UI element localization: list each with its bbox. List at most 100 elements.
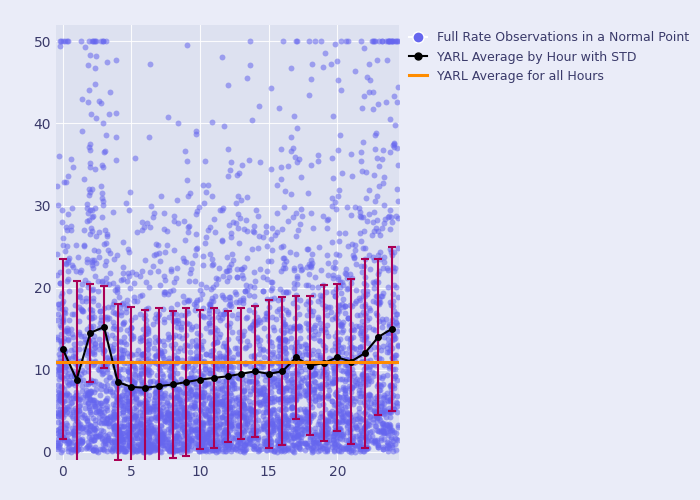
- Point: [373, 38, 384, 46]
- Point: [291, 38, 302, 46]
- Point: [175, 386, 186, 394]
- Point: [199, 396, 210, 404]
- Point: [159, 394, 170, 402]
- Point: [111, 438, 122, 446]
- Point: [205, 401, 216, 409]
- Point: [140, 305, 151, 313]
- Point: [295, 414, 306, 422]
- Point: [108, 279, 119, 287]
- Point: [94, 254, 105, 262]
- Point: [257, 412, 268, 420]
- Point: [303, 91, 314, 99]
- Point: [134, 420, 146, 428]
- Point: [83, 391, 94, 399]
- Point: [288, 356, 299, 364]
- Point: [356, 268, 368, 276]
- Point: [188, 366, 199, 374]
- Point: [135, 442, 146, 450]
- Point: [209, 406, 220, 413]
- Point: [377, 426, 388, 434]
- Point: [340, 376, 351, 384]
- Point: [108, 318, 119, 326]
- Point: [177, 388, 188, 396]
- Point: [197, 337, 209, 345]
- Point: [228, 380, 239, 388]
- Point: [157, 432, 168, 440]
- Point: [225, 395, 236, 403]
- Point: [74, 360, 85, 368]
- Point: [354, 442, 365, 450]
- Point: [123, 438, 134, 446]
- Point: [330, 292, 341, 300]
- Point: [276, 420, 288, 428]
- Point: [336, 436, 347, 444]
- Point: [332, 337, 344, 345]
- Point: [372, 227, 384, 235]
- Point: [244, 341, 255, 349]
- Point: [336, 169, 347, 177]
- Point: [209, 418, 220, 426]
- Point: [333, 229, 344, 237]
- Point: [346, 364, 358, 372]
- Point: [63, 392, 74, 400]
- Point: [51, 332, 62, 340]
- Point: [340, 403, 351, 411]
- Point: [334, 432, 345, 440]
- Point: [230, 384, 241, 392]
- Point: [179, 147, 190, 155]
- Point: [190, 428, 202, 436]
- Point: [141, 330, 152, 338]
- Point: [220, 416, 232, 424]
- Point: [351, 375, 362, 383]
- Point: [72, 372, 83, 380]
- Point: [213, 384, 224, 392]
- Point: [220, 378, 232, 386]
- Point: [71, 394, 82, 402]
- Point: [227, 328, 238, 336]
- Point: [212, 274, 223, 282]
- Point: [257, 424, 268, 432]
- Point: [378, 399, 389, 407]
- Point: [118, 319, 129, 327]
- Point: [164, 354, 175, 362]
- Point: [277, 242, 288, 250]
- Point: [134, 385, 146, 393]
- Point: [55, 344, 66, 352]
- Point: [139, 312, 150, 320]
- Point: [190, 130, 202, 138]
- Point: [222, 352, 233, 360]
- Point: [252, 366, 263, 374]
- Point: [214, 420, 225, 428]
- Point: [204, 439, 215, 447]
- Point: [100, 397, 111, 405]
- Point: [322, 332, 333, 340]
- Point: [373, 372, 384, 380]
- Point: [282, 310, 293, 318]
- Point: [295, 414, 307, 422]
- Point: [288, 212, 299, 220]
- Point: [382, 283, 393, 291]
- Point: [162, 418, 173, 426]
- Point: [164, 412, 175, 420]
- Point: [197, 252, 209, 260]
- Point: [261, 408, 272, 416]
- Point: [130, 402, 141, 410]
- Point: [74, 356, 85, 364]
- Point: [235, 196, 246, 204]
- Point: [309, 428, 321, 436]
- Point: [138, 354, 149, 362]
- Point: [350, 398, 361, 406]
- Point: [71, 416, 82, 424]
- Point: [85, 408, 96, 416]
- Point: [104, 445, 116, 453]
- Point: [206, 434, 217, 442]
- Point: [73, 328, 84, 336]
- Point: [154, 436, 165, 444]
- Point: [292, 440, 303, 448]
- Point: [69, 380, 80, 388]
- Point: [251, 358, 262, 366]
- Point: [323, 354, 335, 362]
- Point: [162, 411, 173, 419]
- Point: [55, 330, 66, 338]
- Point: [274, 384, 286, 392]
